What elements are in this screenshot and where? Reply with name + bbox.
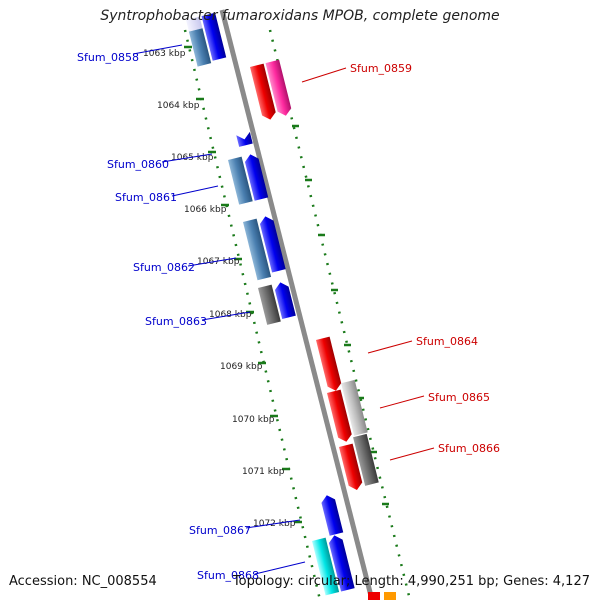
kbp-label: 1063 kbp xyxy=(143,49,186,59)
gene-labels-right: Sfum_0859 Sfum_0864 Sfum_0865 Sfum_0866 xyxy=(350,62,500,455)
gene-labels-left: Sfum_0858 Sfum_0860 Sfum_0861 Sfum_0862 … xyxy=(77,51,259,582)
gene-block-sfum-0865-gray[interactable] xyxy=(341,379,368,436)
gene-label-sfum-0866[interactable]: Sfum_0866 xyxy=(438,442,500,455)
gene-label-sfum-0863[interactable]: Sfum_0863 xyxy=(145,315,207,328)
gene-label-sfum-0864[interactable]: Sfum_0864 xyxy=(416,335,478,348)
gene-block-sfum-0858-light[interactable] xyxy=(186,16,203,32)
gene-label-sfum-0865[interactable]: Sfum_0865 xyxy=(428,391,490,404)
gene-label-sfum-0858[interactable]: Sfum_0858 xyxy=(77,51,139,64)
kbp-label: 1066 kbp xyxy=(184,205,227,215)
leader-lines-left xyxy=(132,44,306,575)
kbp-label: 1067 kbp xyxy=(197,257,240,267)
genome-summary-text: Topology: circular; Length: 4,990,251 bp… xyxy=(232,574,590,589)
gene-block-sfum-0861-steel[interactable] xyxy=(228,156,253,205)
kbp-label: 1071 kbp xyxy=(242,467,285,477)
gene-label-sfum-0862[interactable]: Sfum_0862 xyxy=(133,261,195,274)
kbp-labels: 1063 kbp 1064 kbp 1065 kbp 1066 kbp 1067… xyxy=(143,49,296,529)
kbp-label: 1064 kbp xyxy=(157,101,200,111)
accession-text: Accession: NC_008554 xyxy=(9,574,157,589)
gene-block-sfum-0863-blue[interactable] xyxy=(274,281,296,320)
genome-backbone xyxy=(219,9,375,600)
gene-block-sfum-0859-pink[interactable] xyxy=(265,59,293,118)
gene-block-sfum-0862-steel[interactable] xyxy=(243,218,272,281)
kbp-label: 1070 kbp xyxy=(232,415,275,425)
gene-block-sfum-0867-blue[interactable] xyxy=(320,494,344,536)
kbp-label: 1065 kbp xyxy=(171,153,214,163)
gene-block-sfum-0859-red[interactable] xyxy=(250,63,277,122)
gene-block-sfum-0863-gray[interactable] xyxy=(258,284,281,325)
gene-block-sfum-0861-blue[interactable] xyxy=(244,153,269,201)
gene-label-sfum-0859[interactable]: Sfum_0859 xyxy=(350,62,412,75)
gene-block-sfum-0864-red[interactable] xyxy=(316,336,343,393)
gene-block-partial-red[interactable] xyxy=(368,592,380,600)
gene-block-sfum-0866-red[interactable] xyxy=(339,443,364,492)
gene-block-sfum-0868-cyan[interactable] xyxy=(312,537,340,596)
gene-block-sfum-0865-red[interactable] xyxy=(327,389,353,444)
gene-label-sfum-0861[interactable]: Sfum_0861 xyxy=(115,191,177,204)
gene-block-sfum-0866-gray[interactable] xyxy=(353,433,379,486)
gene-block-sfum-0860[interactable] xyxy=(236,131,253,147)
gene-blocks-right xyxy=(250,59,396,600)
gene-label-sfum-0867[interactable]: Sfum_0867 xyxy=(189,524,251,537)
gene-block-sfum-0858-blue[interactable] xyxy=(201,12,227,61)
map-title: Syntrophobacter fumaroxidans MPOB, compl… xyxy=(100,8,500,24)
gene-block-sfum-0858-steel[interactable] xyxy=(188,28,212,67)
gene-block-partial-orange[interactable] xyxy=(384,592,396,600)
gene-block-sfum-0862-blue[interactable] xyxy=(259,215,286,273)
kbp-label: 1069 kbp xyxy=(220,362,263,372)
leader-lines-right xyxy=(301,67,435,461)
gene-label-sfum-0868[interactable]: Sfum_0868 xyxy=(197,569,259,582)
gene-label-sfum-0860[interactable]: Sfum_0860 xyxy=(107,158,169,171)
gene-blocks-left xyxy=(186,12,355,596)
gene-block-sfum-0868-blue[interactable] xyxy=(328,534,355,592)
